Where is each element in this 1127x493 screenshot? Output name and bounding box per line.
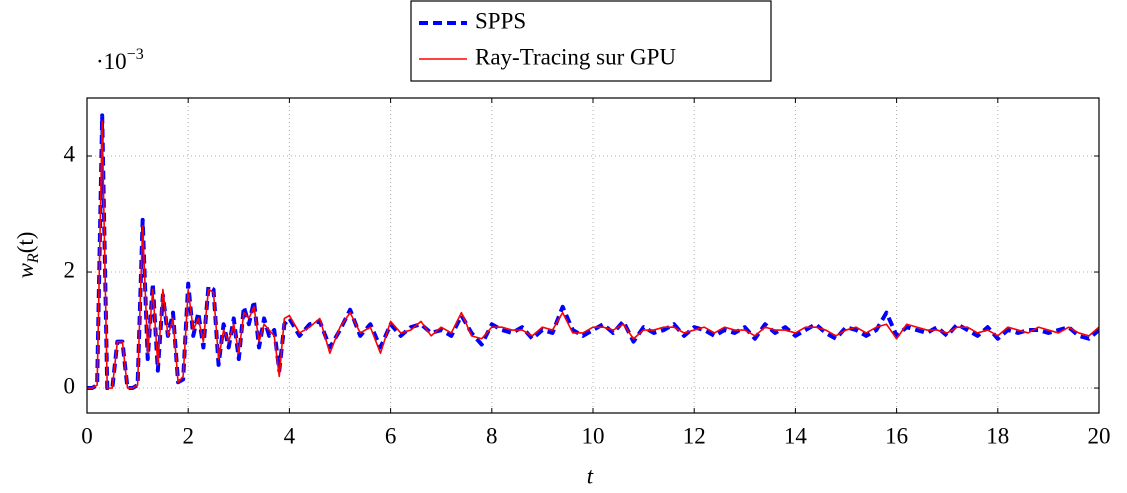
x-tick-label: 20	[1088, 423, 1111, 448]
legend-box	[410, 0, 772, 82]
legend-label: SPPS	[475, 8, 526, 33]
x-tick-label: 4	[284, 423, 296, 448]
x-tick-label: 18	[986, 423, 1009, 448]
y-multiplier-base: ·10	[96, 49, 127, 74]
legend-label: Ray-Tracing sur GPU	[475, 44, 676, 69]
x-tick-label: 2	[182, 423, 194, 448]
x-tick-label: 0	[81, 423, 93, 448]
series-line	[87, 120, 1099, 389]
y-axis-label: wR(t)	[13, 232, 41, 279]
x-tick-label: 6	[385, 423, 397, 448]
plot-frame	[86, 97, 1100, 414]
x-tick-label: 10	[582, 423, 605, 448]
x-tick-label: 14	[784, 423, 808, 448]
y-multiplier: ·10−3	[96, 46, 144, 75]
y-label-main: w	[13, 262, 38, 278]
series-line	[87, 113, 1099, 391]
y-label-rest: (t)	[13, 232, 38, 254]
y-tick-label: 2	[64, 257, 76, 282]
y-label-sub: R	[25, 253, 42, 264]
x-axis-label: t	[587, 463, 594, 488]
x-tick-label: 12	[683, 423, 706, 448]
y-tick-label: 4	[64, 141, 76, 166]
y-tick-label: 0	[64, 373, 76, 398]
y-multiplier-exponent: −3	[127, 46, 144, 63]
x-tick-label: 16	[885, 423, 908, 448]
x-tick-label: 8	[486, 423, 498, 448]
